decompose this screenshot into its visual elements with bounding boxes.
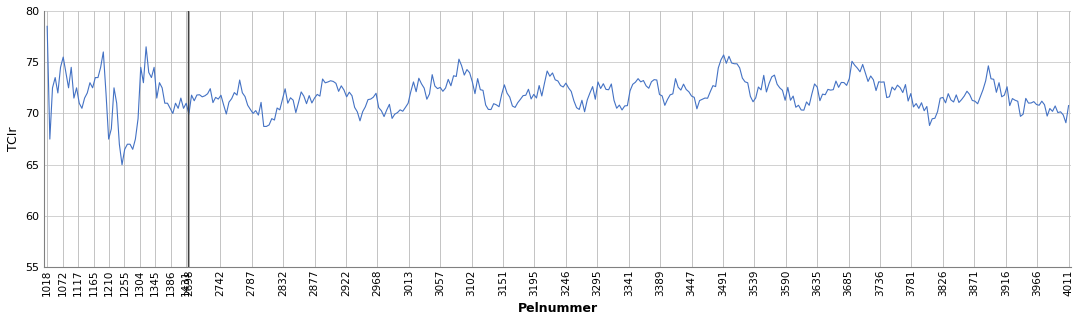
Y-axis label: TCIr: TCIr	[6, 127, 19, 151]
X-axis label: Pelnummer: Pelnummer	[518, 302, 598, 315]
